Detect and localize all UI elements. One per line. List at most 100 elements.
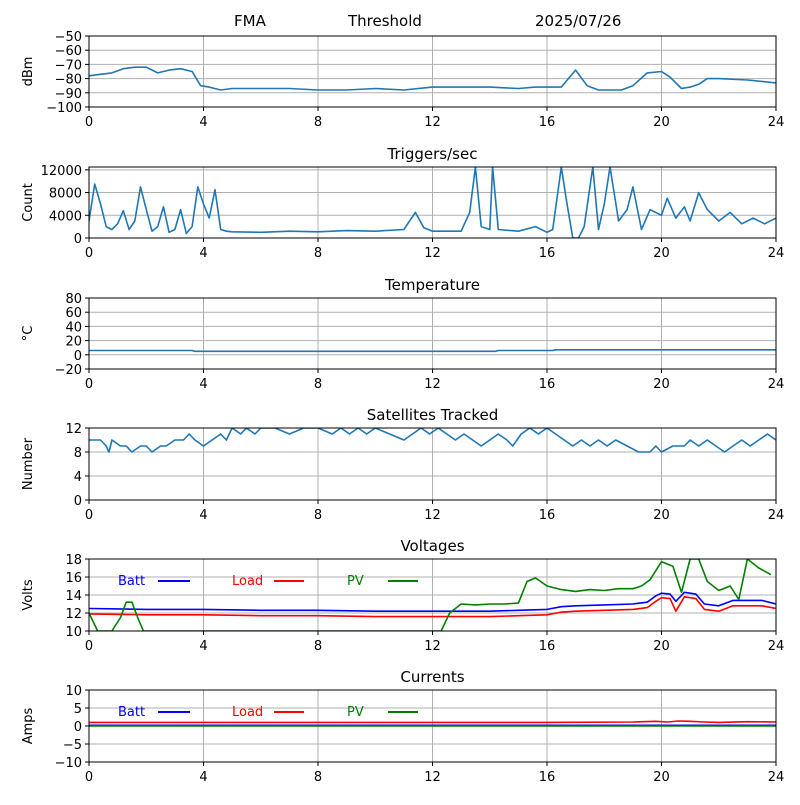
series-line-load: [89, 720, 776, 724]
y-tick-label: 0: [74, 232, 82, 247]
x-tick-label: 4: [199, 377, 207, 392]
x-tick-label: 24: [768, 377, 785, 392]
series-line: [89, 348, 776, 353]
y-tick-label: 0: [74, 494, 82, 509]
y-tick-label: 5: [74, 702, 82, 717]
series-line-pv: [89, 559, 772, 631]
x-tick-label: 16: [539, 115, 556, 130]
y-tick-label: −5: [63, 738, 82, 753]
x-tick-label: 8: [314, 770, 322, 785]
x-tick-label: 20: [653, 770, 670, 785]
x-tick-label: 24: [768, 639, 785, 654]
x-tick-label: 24: [768, 770, 785, 785]
y-tick-label: 12: [65, 422, 82, 437]
x-tick-label: 16: [539, 246, 556, 261]
legend-label-batt: Batt: [118, 705, 145, 720]
x-tick-label: 24: [768, 115, 785, 130]
y-axis-label: Volts: [21, 579, 36, 611]
x-tick-label: 20: [653, 639, 670, 654]
panel-title: Temperature: [384, 276, 480, 294]
x-tick-label: 8: [314, 246, 322, 261]
x-tick-label: 0: [85, 115, 93, 130]
header-station: FMA: [234, 12, 267, 30]
y-tick-label: 8000: [49, 187, 82, 202]
x-tick-label: 24: [768, 246, 785, 261]
panel-5: 0 4 8 12 16 20 24 10 12 14 16 18 Volts Voltages Batt Lo…: [21, 537, 784, 654]
figure-header: FMA Threshold 2025/07/26: [234, 12, 621, 30]
series-group: [89, 167, 776, 238]
y-axis-label: Amps: [21, 707, 36, 744]
x-tick-label: 4: [199, 115, 207, 130]
y-tick-label: −50: [55, 30, 82, 45]
y-tick-label: 60: [65, 306, 82, 321]
x-tick-label: 12: [424, 377, 441, 392]
series-group: [89, 720, 776, 727]
x-tick-label: 0: [85, 246, 93, 261]
y-tick-label: 10: [65, 625, 82, 640]
y-axis-label: dBm: [21, 57, 36, 87]
y-tick-label: 40: [65, 320, 82, 335]
x-tick-label: 0: [85, 377, 93, 392]
y-tick-label: 12000: [41, 164, 82, 179]
y-tick-label: 20: [65, 335, 82, 350]
x-tick-label: 8: [314, 377, 322, 392]
y-tick-label: −70: [55, 58, 82, 73]
x-tick-label: 12: [424, 508, 441, 523]
y-tick-label: −90: [55, 87, 82, 102]
panel-title: Currents: [400, 668, 464, 686]
legend-label-pv: PV: [347, 574, 364, 589]
x-tick-label: 20: [653, 508, 670, 523]
y-tick-label: 18: [65, 553, 82, 568]
x-tick-label: 16: [539, 639, 556, 654]
y-tick-label: −60: [55, 44, 82, 59]
series-group: [89, 348, 776, 353]
panel-6: 0 4 8 12 16 20 24 −10 −5 0 5 10 Amps Currents Batt Load…: [21, 668, 784, 785]
series-line-load: [89, 595, 776, 618]
x-tick-label: 4: [199, 770, 207, 785]
y-tick-label: −20: [55, 363, 82, 378]
y-axis-label: Count: [21, 183, 36, 222]
y-tick-label: 80: [65, 292, 82, 307]
panel-title: Triggers/sec: [387, 145, 478, 163]
legend-label-pv: PV: [347, 705, 364, 720]
y-tick-label: 10: [65, 684, 82, 699]
legend-label-batt: Batt: [118, 574, 145, 589]
y-tick-label: −80: [55, 73, 82, 88]
x-tick-label: 8: [314, 639, 322, 654]
x-tick-label: 4: [199, 246, 207, 261]
x-tick-label: 20: [653, 377, 670, 392]
x-tick-label: 16: [539, 377, 556, 392]
x-tick-label: 4: [199, 508, 207, 523]
y-tick-label: 0: [74, 349, 82, 364]
series-line-batt: [89, 591, 776, 613]
series-line: [89, 66, 776, 91]
x-tick-label: 20: [653, 115, 670, 130]
x-tick-label: 24: [768, 508, 785, 523]
y-axis-label: Number: [21, 437, 36, 490]
x-tick-label: 8: [314, 508, 322, 523]
series-group: [89, 428, 776, 453]
x-tick-label: 0: [85, 770, 93, 785]
x-tick-label: 0: [85, 508, 93, 523]
y-tick-label: 14: [65, 589, 82, 604]
x-tick-label: 12: [424, 770, 441, 785]
x-tick-label: 0: [85, 639, 93, 654]
y-tick-label: 12: [65, 607, 82, 622]
series-group: [89, 559, 776, 631]
y-tick-label: 0: [74, 720, 82, 735]
legend: Batt Load PV: [118, 705, 418, 720]
x-tick-label: 20: [653, 246, 670, 261]
x-tick-label: 12: [424, 639, 441, 654]
panel-2: 0 4 8 12 16 20 24 0 4000 8000 12000 Count Triggers/s…: [21, 145, 784, 261]
x-tick-label: 12: [424, 115, 441, 130]
series-line: [89, 167, 776, 238]
x-tick-label: 16: [539, 508, 556, 523]
y-tick-label: 4000: [49, 209, 82, 224]
panel-1: 0 4 8 12 16 20 24 −100−90−80−70−60−50 dBm: [21, 30, 784, 130]
x-tick-label: 16: [539, 770, 556, 785]
y-tick-label: −10: [55, 756, 82, 771]
y-tick-label: 4: [74, 470, 82, 485]
series-group: [89, 66, 776, 91]
